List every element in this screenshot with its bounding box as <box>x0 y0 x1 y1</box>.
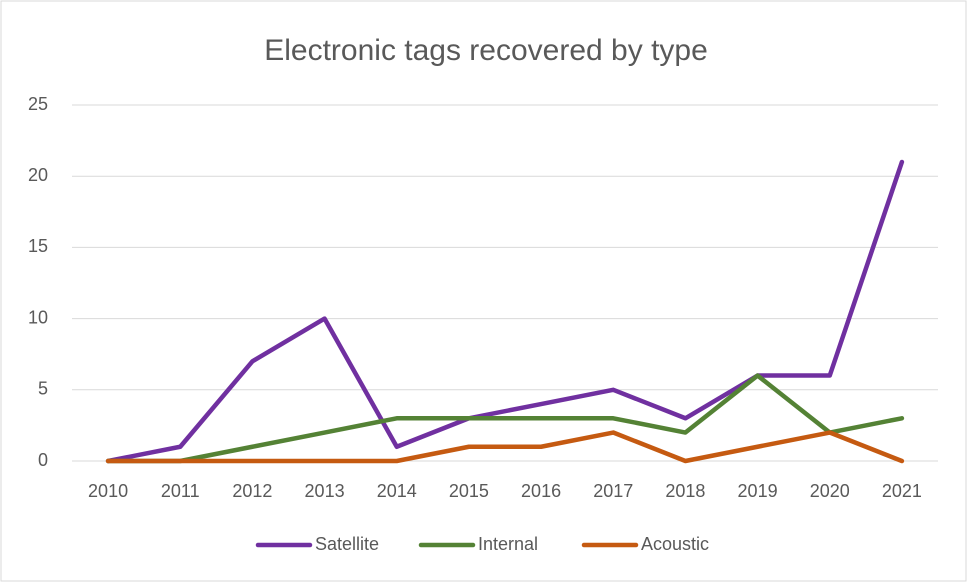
x-tick-label: 2015 <box>449 481 489 501</box>
x-tick-label: 2014 <box>377 481 417 501</box>
y-tick-label: 20 <box>28 165 48 185</box>
x-tick-label: 2010 <box>88 481 128 501</box>
y-tick-label: 0 <box>38 450 48 470</box>
legend-label: Satellite <box>315 534 379 554</box>
y-tick-label: 5 <box>38 379 48 399</box>
x-tick-label: 2019 <box>738 481 778 501</box>
y-tick-label: 25 <box>28 94 48 114</box>
x-tick-label: 2021 <box>882 481 922 501</box>
x-tick-label: 2013 <box>305 481 345 501</box>
x-tick-label: 2020 <box>810 481 850 501</box>
x-tick-label: 2011 <box>161 481 200 501</box>
x-tick-label: 2017 <box>593 481 633 501</box>
x-tick-label: 2012 <box>232 481 272 501</box>
legend-label: Acoustic <box>641 534 709 554</box>
x-tick-label: 2018 <box>665 481 705 501</box>
chart-title: Electronic tags recovered by type <box>264 34 708 67</box>
series-line <box>105 373 905 464</box>
series-line <box>105 430 905 464</box>
series-line <box>105 159 905 464</box>
x-tick-label: 2016 <box>521 481 561 501</box>
y-tick-label: 15 <box>28 236 48 256</box>
legend-label: Internal <box>478 534 538 554</box>
y-tick-label: 10 <box>28 307 48 327</box>
